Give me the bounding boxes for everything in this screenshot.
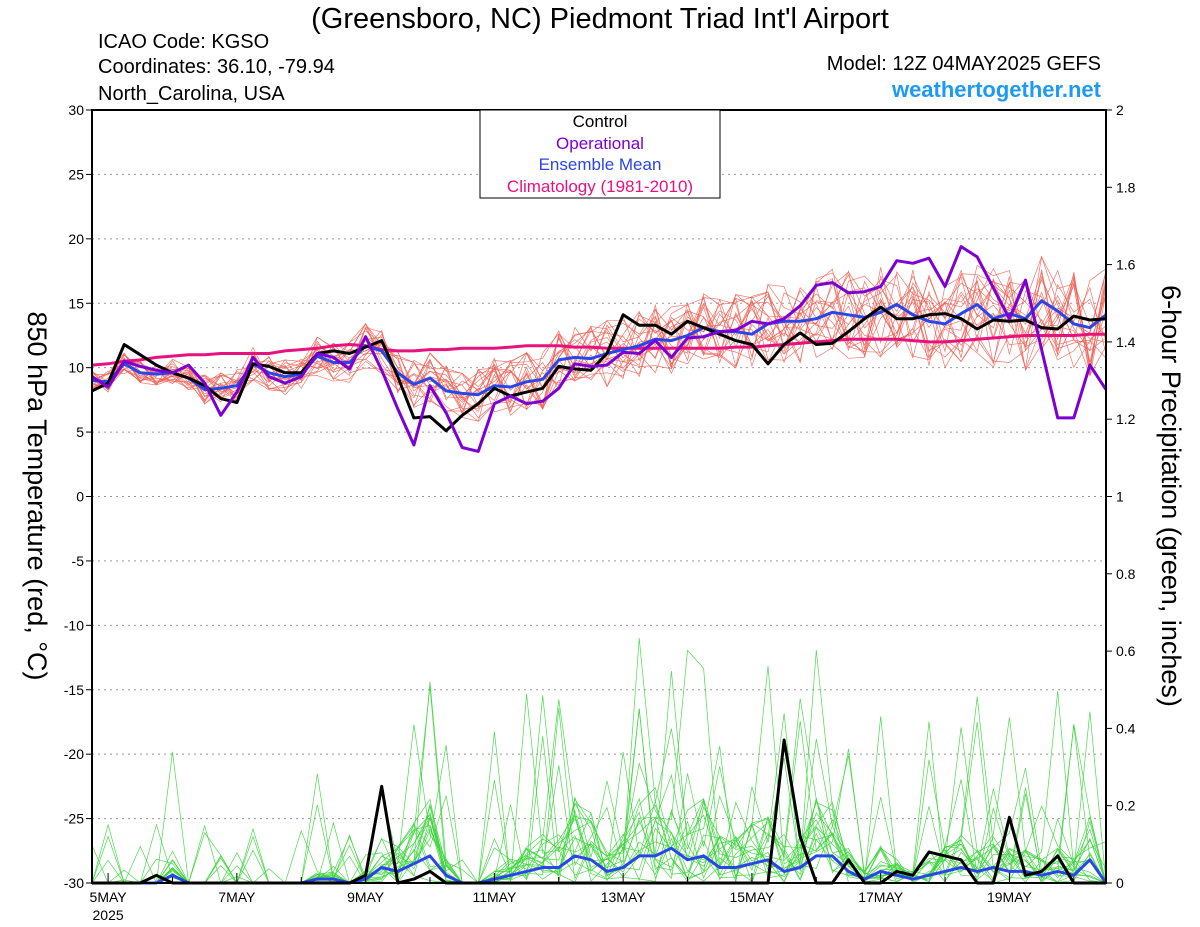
icao-code: ICAO Code: KGSO	[98, 31, 269, 53]
y2-tick-label: 0.2	[1116, 798, 1136, 814]
x-tick-label: 7MAY	[218, 889, 256, 905]
model-run: Model: 12Z 04MAY2025 GEFS	[827, 53, 1101, 75]
y-axis-label: 850 hPa Temperature (red, °C)	[22, 312, 52, 681]
y-tick-label: 30	[68, 102, 84, 118]
x-tick-label: 17MAY	[858, 889, 904, 905]
y-axis-right: 2 1.8 1.6 1.4 1.2 1 0.8 0.6 0.4 0.2 0	[1106, 102, 1136, 891]
x-tick-label: 13MAY	[601, 889, 647, 905]
coordinates: Coordinates: 36.10, -79.94	[98, 56, 335, 78]
y2-tick-label: 0.6	[1116, 643, 1136, 659]
legend: Control Operational Ensemble Mean Climat…	[479, 109, 721, 199]
x-tick-label: 9MAY	[347, 889, 385, 905]
temperature-member-line	[91, 275, 1107, 419]
x-tick-label: 15MAY	[729, 889, 775, 905]
legend-control: Control	[573, 112, 628, 131]
y-tick-label: 15	[68, 295, 84, 311]
legend-operational: Operational	[556, 134, 644, 153]
y2-tick-label: 1.8	[1116, 179, 1136, 195]
y-tick-label: -15	[64, 682, 84, 698]
y2-tick-label: 2	[1116, 102, 1124, 118]
y2-tick-label: 1.6	[1116, 257, 1136, 273]
legend-climatology: Climatology (1981-2010)	[507, 177, 693, 196]
y-tick-label: -20	[64, 746, 84, 762]
precipitation-member-line	[92, 681, 1107, 884]
y2-tick-label: 1.2	[1116, 411, 1136, 427]
y2-tick-label: 1.4	[1116, 334, 1136, 350]
temperature-member-line	[91, 269, 1107, 410]
y-tick-label: 20	[68, 231, 84, 247]
temperature-member-line	[91, 267, 1107, 408]
x-tick-label: 19MAY	[987, 889, 1033, 905]
x-axis: 5MAY 7MAY 9MAY 11MAY 13MAY 15MAY 17MAY 19MAY 202…	[90, 873, 1075, 923]
y-tick-label: 0	[76, 489, 84, 505]
site-link[interactable]: weathertogether.net	[891, 77, 1102, 102]
precipitation-member-line	[92, 725, 1107, 884]
x-year-label: 2025	[93, 907, 124, 923]
y2-axis-label: 6-hour Precipitation (green, inches)	[1156, 285, 1186, 707]
legend-box	[479, 109, 721, 199]
y2-tick-label: 0.4	[1116, 720, 1136, 736]
temperature-operational-line	[91, 245, 1108, 453]
y-tick-label: 5	[76, 424, 84, 440]
y-tick-label: -5	[72, 553, 85, 569]
y-tick-label: -30	[64, 875, 84, 891]
chart-title: (Greensboro, NC) Piedmont Triad Int'l Ai…	[311, 3, 889, 35]
region: North_Carolina, USA	[98, 83, 285, 105]
x-tick-label: 11MAY	[472, 889, 516, 905]
y-tick-label: -25	[64, 811, 84, 827]
temperature-member-line	[91, 273, 1107, 416]
x-tick-label: 5MAY	[90, 889, 128, 905]
temperature-climatology-line	[91, 332, 1106, 367]
y2-tick-label: 1	[1116, 489, 1124, 505]
precipitation-member-line	[92, 708, 1107, 884]
y-axis-left: 30 25 20 15 10 5 0 -5 -10 -15 -20 -25 -30	[64, 102, 92, 891]
y2-tick-label: 0.8	[1116, 566, 1136, 582]
y-tick-label: 25	[68, 166, 84, 182]
y-tick-label: -10	[64, 617, 84, 633]
y-tick-label: 10	[68, 360, 84, 376]
temperature-member-line	[91, 271, 1107, 409]
y2-tick-label: 0	[1116, 875, 1124, 891]
legend-ensemble-mean: Ensemble Mean	[539, 155, 662, 174]
